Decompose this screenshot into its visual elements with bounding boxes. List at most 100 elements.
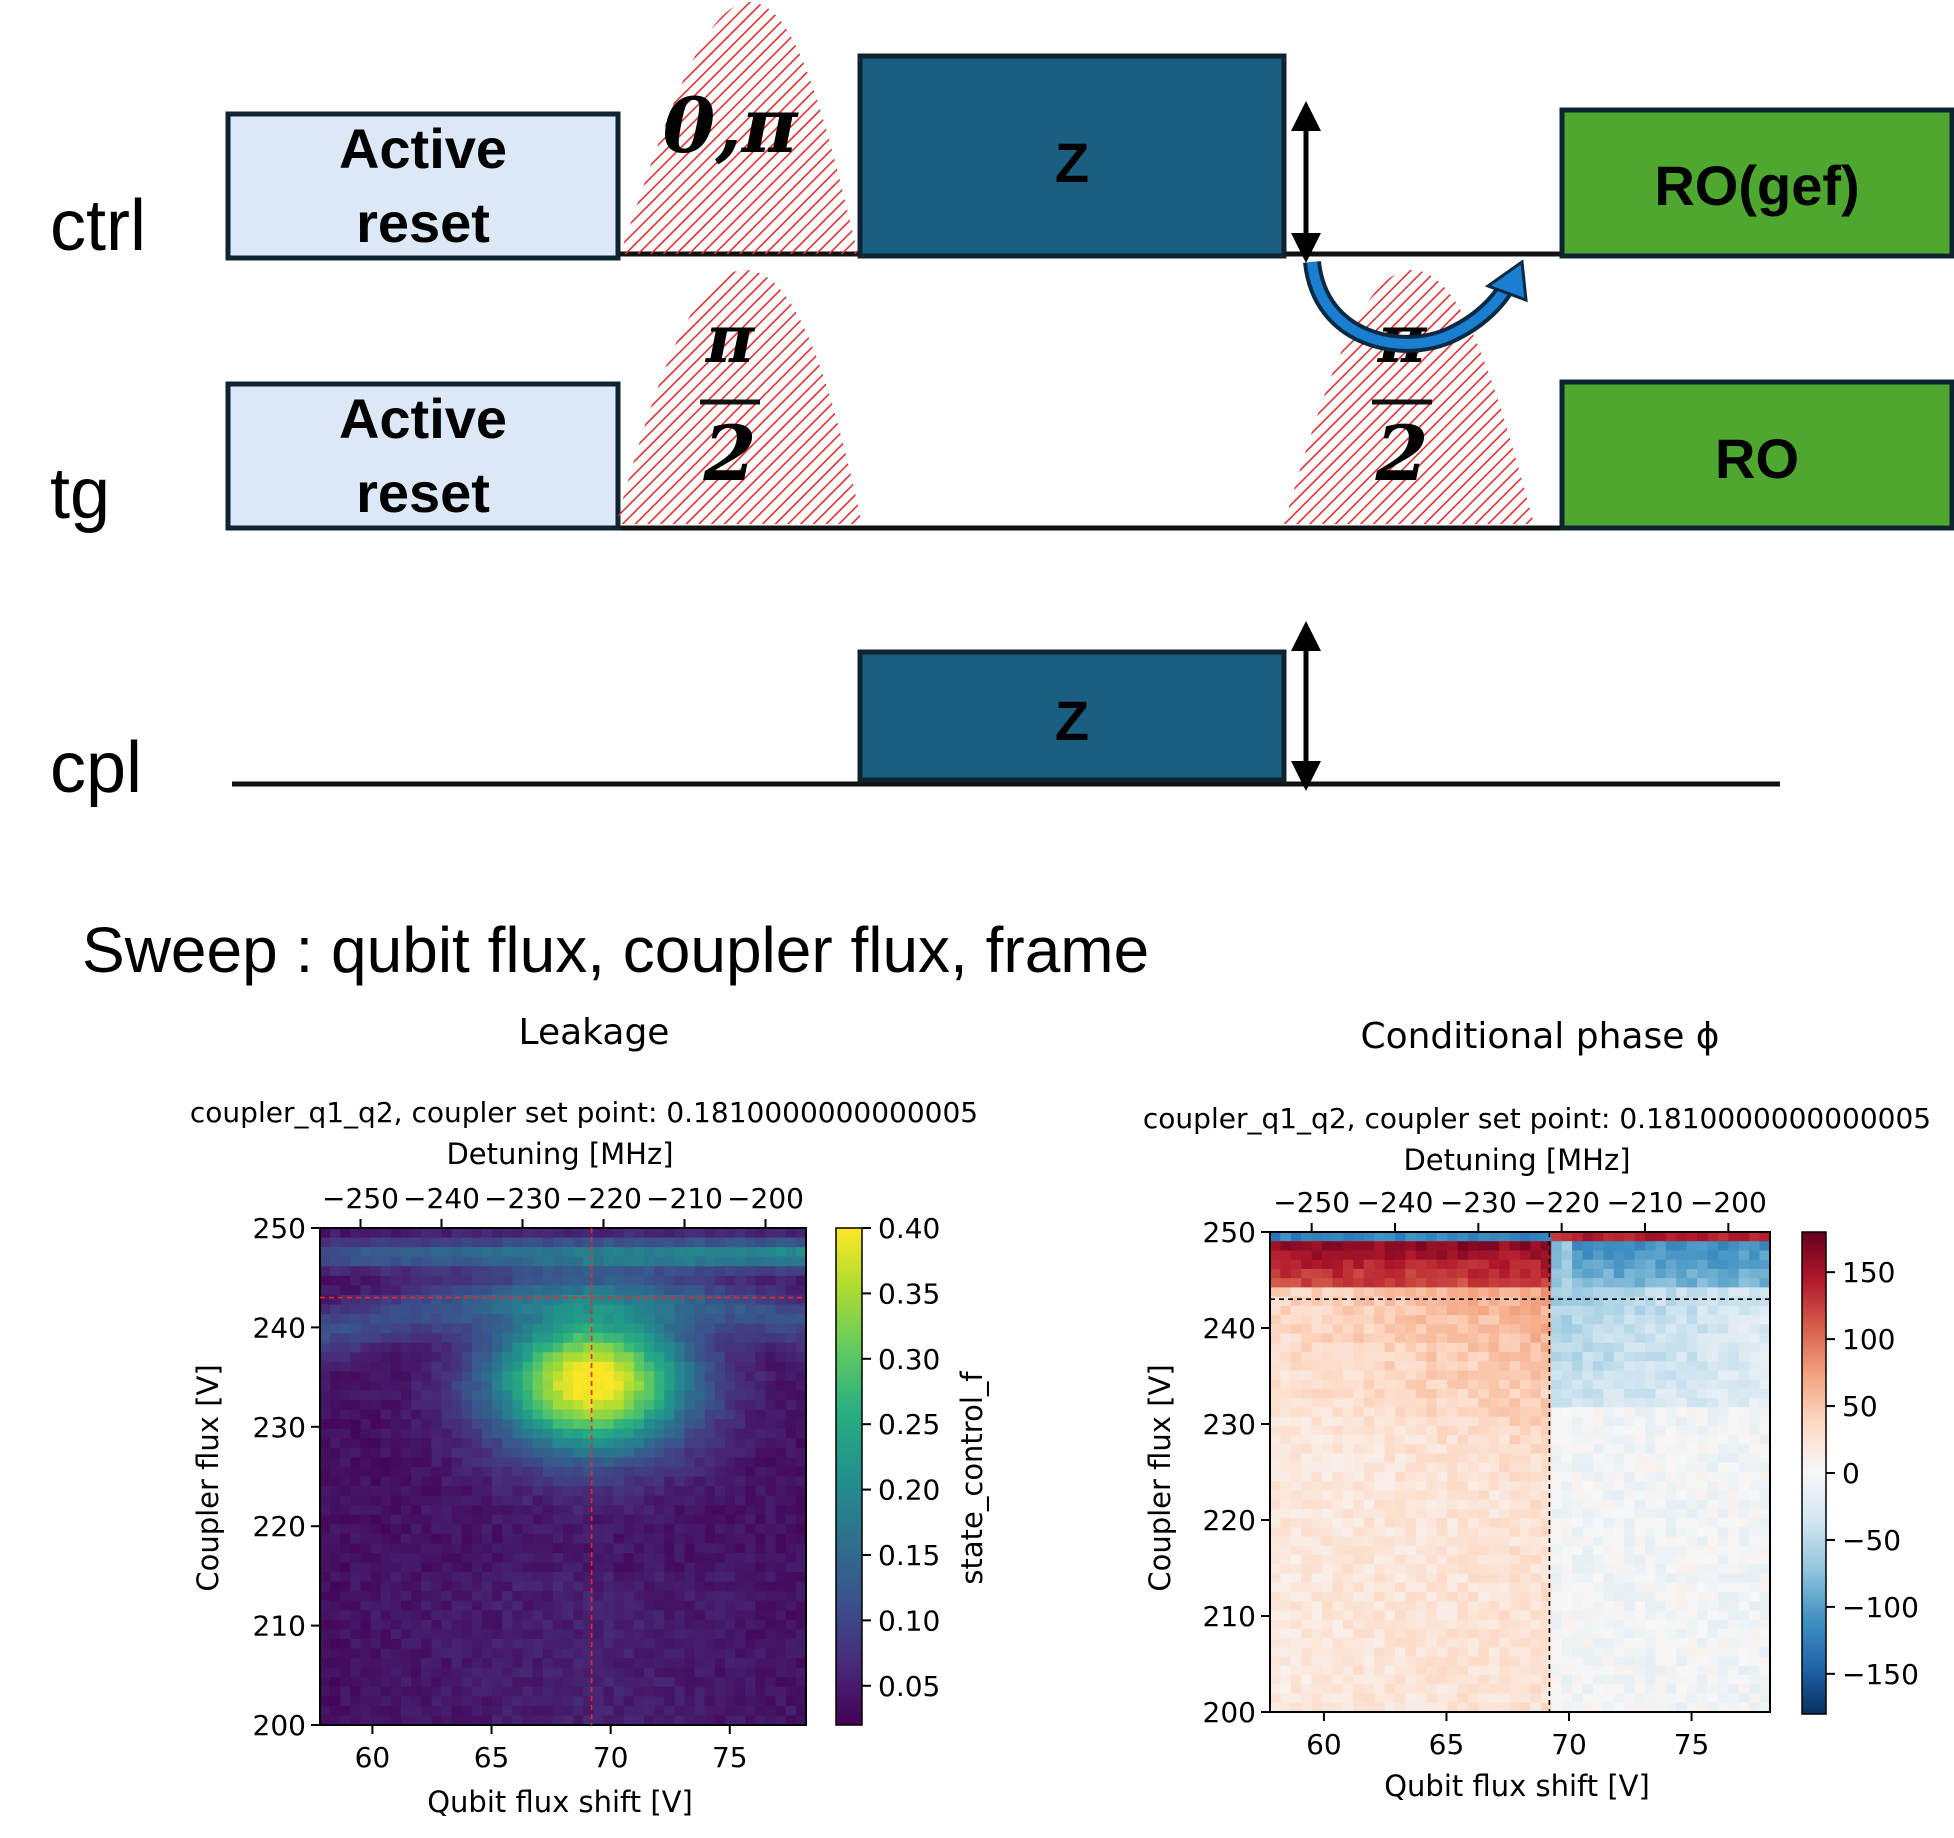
heatmap-cell [1686,1462,1698,1473]
heatmap-cell [1457,1370,1469,1381]
heatmap-cell [522,1619,534,1631]
heatmap-cell [1707,1490,1719,1501]
heatmap-cell [1436,1702,1448,1713]
heatmap-cell [1520,1481,1532,1492]
heatmap-cell [1311,1296,1323,1307]
heatmap-cell [563,1409,574,1420]
heatmap-cell [370,1419,382,1430]
heatmap-cell [1426,1527,1438,1538]
heatmap-cell [320,1371,331,1382]
heatmap-cell [1540,1490,1552,1501]
heatmap-cell [1572,1407,1584,1418]
heatmap-cell [350,1371,362,1382]
heatmap-cell [1436,1601,1448,1612]
heatmap-cell [664,1285,675,1296]
heatmap-cell [390,1543,402,1554]
heatmap-cell [1686,1232,1698,1242]
heatmap-cell [593,1294,605,1306]
heatmap-cell [725,1524,736,1535]
heatmap-cell [542,1476,554,1487]
heatmap-cell [1665,1601,1677,1612]
heatmap-cell [471,1400,483,1411]
heatmap-cell [1280,1592,1292,1602]
heatmap-cell [1322,1333,1334,1344]
heatmap-cell [785,1314,797,1325]
heatmap-cell [1540,1453,1552,1464]
heatmap-cell [330,1610,341,1621]
heatmap-cell [451,1715,463,1726]
heatmap-cell [1634,1462,1646,1473]
heatmap-cell [1467,1352,1479,1362]
heatmap-cell [1540,1342,1552,1353]
heatmap-cell [1436,1407,1448,1418]
heatmap-cell [1280,1508,1292,1519]
heatmap-cell [1717,1259,1729,1270]
heatmap-cell [1645,1398,1657,1408]
heatmap-cell [664,1361,675,1372]
heatmap-cell [1676,1693,1688,1704]
heatmap-cell [1478,1425,1490,1436]
heatmap-cell [1280,1268,1292,1279]
heatmap-cell [1353,1564,1365,1575]
heatmap-cell [623,1237,635,1248]
heatmap-cell [664,1552,675,1564]
heatmap-cell [745,1371,756,1382]
heatmap-cell [725,1275,736,1286]
heatmap-cell [1270,1564,1282,1575]
heatmap-cell [1457,1278,1469,1288]
heatmap-cell [795,1304,807,1315]
heatmap-cell [1467,1324,1479,1335]
heatmap-cell [1624,1573,1636,1584]
heatmap-cell [1332,1232,1344,1242]
heatmap-cell [1363,1296,1375,1307]
heatmap-cell [785,1247,797,1258]
heatmap-cell [1290,1435,1302,1445]
heatmap-cell [1280,1315,1292,1325]
heatmap-cell [755,1294,767,1306]
heatmap-cell [1353,1435,1365,1445]
heatmap-cell [1384,1342,1396,1353]
heatmap-cell [583,1658,594,1669]
heatmap-cell [1592,1324,1604,1335]
heatmap-cell [1363,1702,1375,1713]
heatmap-cell [1395,1315,1407,1325]
heatmap-cell [1561,1398,1573,1408]
heatmap-cell [725,1228,736,1239]
heatmap-cell [471,1686,483,1697]
heatmap-cell [1697,1352,1709,1362]
heatmap-cell [1551,1490,1563,1501]
heatmap-cell [1384,1379,1396,1390]
heatmap-cell [1280,1425,1292,1436]
heatmap-cell [502,1533,513,1545]
heatmap-cell [360,1419,372,1430]
heatmap-cell [532,1514,544,1525]
heatmap-cell [1311,1324,1323,1335]
heatmap-cell [593,1304,605,1315]
heatmap-cell [1530,1702,1542,1713]
heatmap-cell [502,1256,513,1267]
heatmap-cell [1384,1545,1396,1556]
heatmap-cell [320,1361,331,1372]
heatmap-cell [714,1600,726,1611]
heatmap-cell [714,1380,726,1392]
heatmap-cell [1603,1619,1615,1630]
heatmap-cell [593,1323,605,1334]
swap-arrow-icon [1303,259,1528,353]
heatmap-cell [1540,1333,1552,1344]
heatmap-cell [1363,1370,1375,1381]
heatmap-cell [1572,1398,1584,1408]
heatmap-cell [1395,1296,1407,1307]
heatmap-cell [785,1333,797,1344]
heatmap-cell [502,1447,513,1458]
heatmap-cell [482,1371,493,1382]
heatmap-cell [795,1466,807,1478]
heatmap-cell [1353,1702,1365,1713]
heatmap-cell [684,1667,696,1678]
heatmap-cell [360,1428,372,1439]
heatmap-cell [522,1361,534,1372]
heatmap-cell [370,1514,382,1525]
heatmap-cell [1717,1610,1729,1621]
heatmap-cell [1655,1444,1667,1455]
heatmap-cell [1488,1702,1500,1713]
heatmap-cell [765,1677,777,1688]
